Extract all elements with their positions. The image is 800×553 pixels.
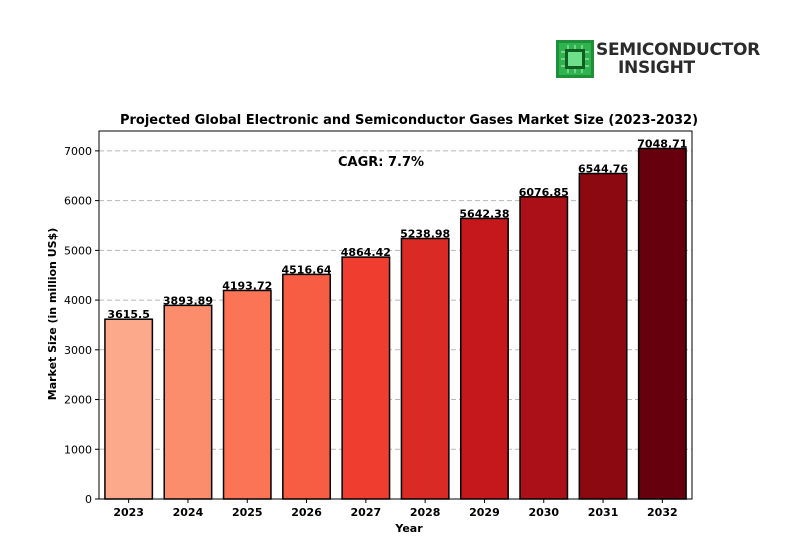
x-tick-label: 2026 xyxy=(291,506,322,519)
bar xyxy=(578,172,628,500)
data-label: 7048.71 xyxy=(637,137,687,150)
y-tick-label: 2000 xyxy=(64,394,92,407)
y-tick-label: 0 xyxy=(85,493,92,506)
data-label: 4193.72 xyxy=(222,279,272,292)
bar xyxy=(282,273,332,500)
y-tick-label: 7000 xyxy=(64,145,92,158)
data-labels: 3615.5 3893.89 4193.72 4516.64 4864.42 5238.9… xyxy=(107,137,687,321)
bar xyxy=(400,237,450,500)
brand-name-line2: INSIGHT xyxy=(618,58,695,78)
x-axis-label: Year xyxy=(394,522,423,535)
bar xyxy=(637,147,687,500)
data-label: 3893.89 xyxy=(163,294,213,307)
y-tick-label: 3000 xyxy=(64,344,92,357)
x-tick-label: 2032 xyxy=(647,506,678,519)
data-label: 4864.42 xyxy=(341,246,391,259)
x-tick-label: 2028 xyxy=(410,506,441,519)
bar xyxy=(104,318,154,500)
x-axis-ticks: 2023 2024 2025 2026 2027 2028 2029 2030 2031 2032 xyxy=(113,499,678,519)
y-tick-label: 5000 xyxy=(64,244,92,257)
y-tick-label: 6000 xyxy=(64,195,92,208)
y-tick-label: 1000 xyxy=(64,443,92,456)
data-label: 3615.5 xyxy=(107,308,149,321)
bar xyxy=(222,289,272,500)
brand-name-line1: SEMICONDUCTOR xyxy=(596,40,760,60)
bar xyxy=(341,256,391,500)
bar xyxy=(163,304,213,500)
bars xyxy=(104,147,687,500)
data-label: 6076.85 xyxy=(519,186,569,199)
plot-frame xyxy=(98,130,693,500)
y-tick-label: 4000 xyxy=(64,294,92,307)
chip-logo-icon xyxy=(556,40,594,78)
bar xyxy=(519,196,569,500)
cagr-annotation: CAGR: 7.7% xyxy=(338,155,424,170)
y-axis-label: Market Size (in million US$) xyxy=(46,228,59,401)
x-tick-label: 2027 xyxy=(351,506,382,519)
data-label: 5642.38 xyxy=(459,207,509,220)
data-label: 5238.98 xyxy=(400,227,450,240)
x-tick-label: 2030 xyxy=(528,506,559,519)
x-tick-label: 2031 xyxy=(588,506,619,519)
x-tick-label: 2025 xyxy=(232,506,263,519)
x-tick-label: 2023 xyxy=(113,506,144,519)
bar xyxy=(459,217,509,500)
x-tick-label: 2024 xyxy=(173,506,204,519)
data-label: 6544.76 xyxy=(578,163,628,176)
y-axis-ticks: 0 1000 2000 3000 4000 5000 6000 7000 xyxy=(64,145,99,506)
x-tick-label: 2029 xyxy=(469,506,500,519)
data-label: 4516.64 xyxy=(281,263,331,276)
chart-title: Projected Global Electronic and Semicond… xyxy=(120,113,698,128)
brand-logo: SEMICONDUCTOR INSIGHT xyxy=(556,40,776,80)
